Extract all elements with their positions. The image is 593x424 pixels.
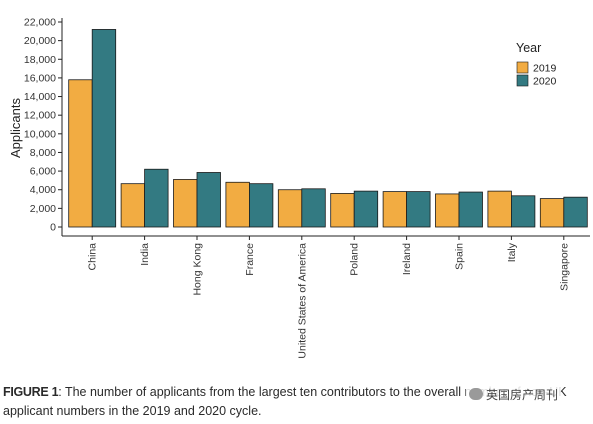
y-tick-label: 6,000 xyxy=(30,166,56,178)
x-tick-label: Hong Kong xyxy=(192,243,204,296)
wechat-icon xyxy=(469,388,483,400)
watermark: 英国房产周刊 xyxy=(466,386,562,402)
y-tick-label: 14,000 xyxy=(24,91,56,103)
bar-2019-poland xyxy=(330,193,355,228)
bar-2020-singapore xyxy=(563,196,588,228)
x-tick-label: Poland xyxy=(349,243,361,276)
x-tick-label: Spain xyxy=(454,243,466,270)
bar-2020-poland xyxy=(353,190,379,228)
bar-2020-ireland xyxy=(406,191,431,228)
figure-caption: FIGURE 1: The number of applicants from … xyxy=(3,383,588,421)
y-tick-label: 8,000 xyxy=(30,147,56,159)
bar-2019-hong-kong xyxy=(173,179,198,228)
bar-2019-italy xyxy=(487,190,512,228)
bar-2020-united-states-of-america xyxy=(301,188,326,228)
watermark-text: 英国房产周刊 xyxy=(486,387,559,402)
bar-2019-india xyxy=(120,183,145,228)
legend-label-2019: 2019 xyxy=(533,63,557,75)
x-tick-label: United States of America xyxy=(296,243,308,359)
bar-2020-spain xyxy=(458,191,483,228)
x-tick-label: France xyxy=(244,243,256,276)
y-tick-label: 12,000 xyxy=(24,110,56,122)
y-tick-label: 18,000 xyxy=(24,54,56,66)
x-tick-label: India xyxy=(139,243,151,266)
legend-swatch-2019 xyxy=(516,61,529,74)
bar-2019-france xyxy=(225,181,250,228)
caption-figure-label: FIGURE 1 xyxy=(3,385,59,399)
y-tick-label: 20,000 xyxy=(24,35,56,47)
bar-2020-china xyxy=(91,29,117,228)
bars xyxy=(68,29,588,228)
x-tick-label: Ireland xyxy=(401,243,413,275)
caption-text: : The number of applicants from the larg… xyxy=(3,385,567,418)
x-axis-ticks: China India Hong Kong France United States o… xyxy=(87,236,570,359)
bar-chart: 0 2,000 4,000 6,000 8,000 10,000 12,000 14,000 1… xyxy=(8,17,590,359)
x-tick-label: China xyxy=(87,243,99,271)
bar-2019-china xyxy=(68,79,93,228)
y-tick-label: 22,000 xyxy=(24,17,56,29)
bar-2019-spain xyxy=(435,193,460,228)
bar-2020-hong-kong xyxy=(196,172,221,228)
y-axis-title: Applicants xyxy=(8,98,23,158)
y-tick-label: 0 xyxy=(50,222,56,234)
bar-2020-france xyxy=(248,183,274,228)
legend-title: Year xyxy=(516,41,541,55)
bar-2020-italy xyxy=(510,195,536,228)
bar-2019-united-states-of-america xyxy=(277,189,303,228)
y-tick-label: 2,000 xyxy=(30,203,56,215)
y-tick-label: 10,000 xyxy=(24,128,56,140)
y-axis-ticks: 0 2,000 4,000 6,000 8,000 10,000 12,000 14,000 1… xyxy=(24,17,62,234)
x-tick-label: Singapore xyxy=(558,243,570,291)
y-tick-label: 4,000 xyxy=(30,184,56,196)
legend-label-2020: 2020 xyxy=(533,76,557,88)
y-tick-label: 16,000 xyxy=(24,72,56,84)
x-tick-label: Italy xyxy=(506,242,518,262)
legend-swatch-2020 xyxy=(516,74,529,87)
bar-2019-ireland xyxy=(382,191,408,228)
bar-2020-india xyxy=(144,168,169,228)
bar-2019-singapore xyxy=(539,198,565,228)
